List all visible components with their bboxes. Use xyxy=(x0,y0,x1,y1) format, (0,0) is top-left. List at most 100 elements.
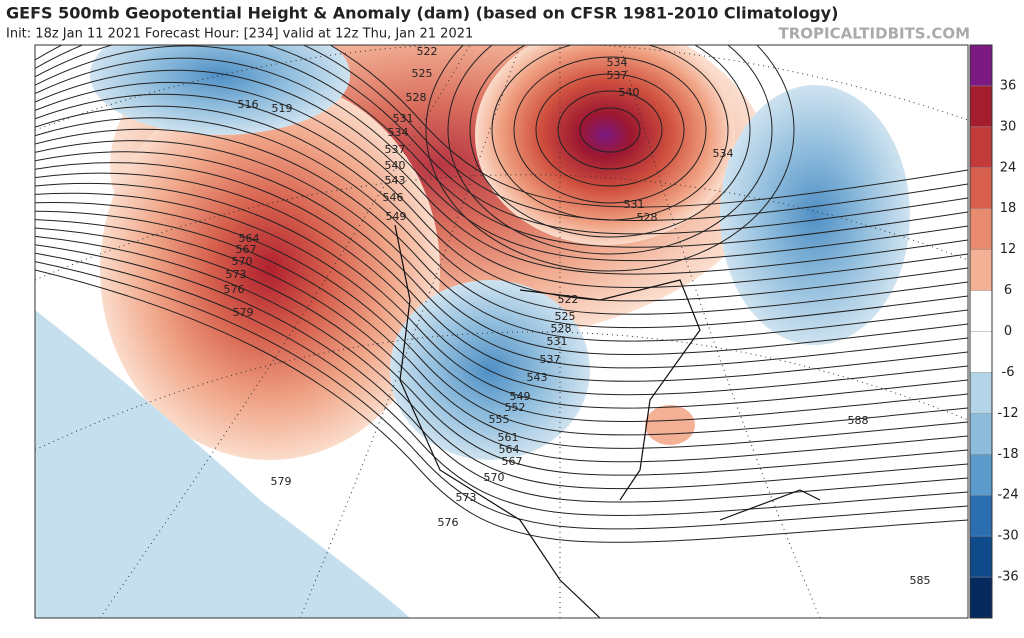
contour-line xyxy=(35,269,968,543)
title: GEFS 500mb Geopotential Height & Anomaly… xyxy=(6,4,838,23)
contour-label: 531 xyxy=(547,335,568,348)
colorbar-swatch xyxy=(970,413,992,455)
contour-line xyxy=(513,56,707,204)
contour-line xyxy=(35,45,968,222)
colorbar-label: -6 xyxy=(1002,365,1015,380)
cold-anomaly xyxy=(390,280,590,460)
contour-label: 528 xyxy=(551,322,572,335)
contour-label: 516 xyxy=(238,98,259,111)
contour-label: 525 xyxy=(555,310,576,323)
contour-line xyxy=(469,45,751,238)
contour-line xyxy=(557,90,663,170)
subtitle: Init: 18z Jan 11 2021 Forecast Hour: [23… xyxy=(6,27,473,42)
contour-line xyxy=(35,140,968,355)
colorbar-swatch xyxy=(970,372,992,414)
colorbar-label: -36 xyxy=(997,570,1018,585)
contour-line xyxy=(35,117,968,329)
map-frame xyxy=(34,44,969,619)
colorbar-label: -18 xyxy=(997,447,1018,462)
contour-label: 534 xyxy=(713,147,734,160)
contour-label: 537 xyxy=(540,353,561,366)
colorbar-label: 6 xyxy=(1004,283,1012,298)
contour-labels: 516 5195225255285315345375405435465495645… xyxy=(224,45,931,587)
colorbar-swatch xyxy=(970,249,992,292)
contour-line xyxy=(35,244,968,503)
contour-line xyxy=(35,227,968,476)
contour-label: 549 xyxy=(386,210,407,223)
contour-line xyxy=(35,182,968,409)
contour-line xyxy=(35,105,968,315)
colorbar-label: 0 xyxy=(1004,324,1012,339)
contour-line xyxy=(535,73,685,187)
contour-label: 522 xyxy=(558,293,579,306)
contour-label: 540 xyxy=(385,159,406,172)
contour-line xyxy=(35,93,968,302)
contour-line xyxy=(491,45,729,221)
contour-label: 528 xyxy=(406,91,427,104)
contour-label: 540 xyxy=(619,86,640,99)
cold-anomaly xyxy=(35,310,410,618)
contour-label: 573 xyxy=(226,268,247,281)
contour-line xyxy=(35,235,968,490)
contour-label: 543 xyxy=(527,371,548,384)
colorbar-label: 30 xyxy=(1000,119,1017,134)
site-name: TROPICALTIDBITS.COM xyxy=(779,25,971,43)
graticule xyxy=(35,45,968,618)
contour-line xyxy=(35,219,968,463)
colorbar-swatch xyxy=(970,167,992,210)
colorbar-label: 36 xyxy=(1000,78,1017,93)
colorbar-label: -30 xyxy=(997,529,1018,544)
warm-anomaly xyxy=(100,80,440,460)
contour-line xyxy=(447,45,773,255)
contour-line xyxy=(35,261,968,530)
colorbar-swatch xyxy=(970,208,992,251)
contour-label: 588 xyxy=(848,414,869,427)
colorbar-label: -24 xyxy=(997,488,1018,503)
contour-label: 531 xyxy=(393,112,414,125)
contour-label: 528 xyxy=(637,211,658,224)
contour-label: 564 xyxy=(239,232,260,245)
contour-line xyxy=(35,57,968,262)
colorbar-label: 24 xyxy=(1000,160,1017,175)
contour-label: 546 xyxy=(383,191,404,204)
contour-line xyxy=(35,151,968,369)
contour-label: 570 xyxy=(484,471,505,484)
contour-label: 534 xyxy=(607,56,628,69)
contour-label: 576 xyxy=(438,516,459,529)
contour-label: 555 xyxy=(489,413,510,426)
contour-line xyxy=(579,107,641,153)
contour-line xyxy=(35,252,968,517)
colorbar-swatch xyxy=(970,536,992,578)
contour-label: 525 xyxy=(412,67,433,80)
colorbar-swatch xyxy=(970,290,992,332)
contour-label: 567 xyxy=(236,243,257,256)
contour-label: 519 xyxy=(272,102,293,115)
colorbar-swatch xyxy=(970,331,992,373)
contour-label: 564 xyxy=(499,443,520,456)
cold-anomaly xyxy=(90,45,350,135)
contour-line xyxy=(35,82,968,288)
contour-label: 522 xyxy=(417,45,438,58)
colorbar-frame xyxy=(969,44,993,619)
colorbar-swatch xyxy=(970,454,992,496)
colorbar-label: 18 xyxy=(1000,201,1017,216)
contour-label: 579 xyxy=(271,475,292,488)
contour-label: 549 xyxy=(510,390,531,403)
coastlines xyxy=(394,224,821,618)
contour-label: 537 xyxy=(607,69,628,82)
contour-line xyxy=(35,45,968,208)
colorbar: 36 30 24 18 12 6 0 -6 -12 -18 -24 -30 -36 xyxy=(969,44,1019,619)
contour-line xyxy=(35,172,968,396)
height-contours xyxy=(35,45,968,543)
cold-anomaly xyxy=(720,85,910,345)
warm-anomaly xyxy=(645,405,695,445)
contour-label: 567 xyxy=(502,455,523,468)
map xyxy=(35,45,968,618)
contour-label: 579 xyxy=(233,306,254,319)
contour-line xyxy=(35,202,968,436)
contour-label: 534 xyxy=(388,126,409,139)
colorbar-swatch xyxy=(970,495,992,537)
colorbar-swatch xyxy=(970,577,992,619)
colorbar-swatch xyxy=(970,45,992,87)
